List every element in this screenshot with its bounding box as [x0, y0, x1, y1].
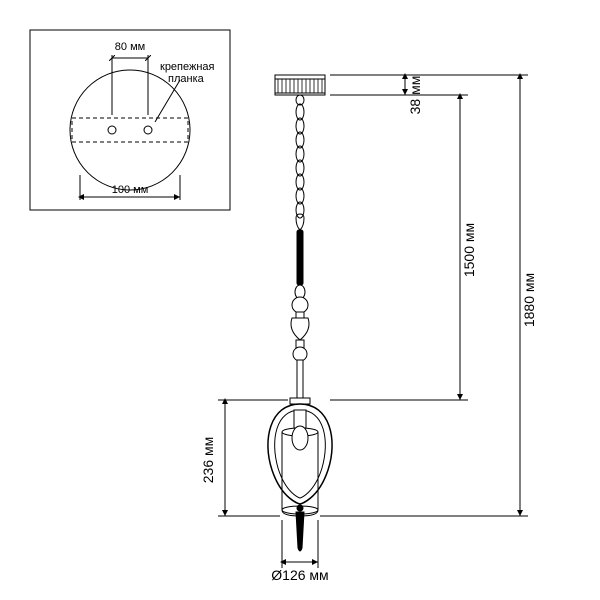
lamp-elevation [268, 75, 332, 551]
dim-chain-length: 1500 мм [330, 95, 477, 400]
technical-drawing: 80 мм крепежная планка 100 мм [0, 0, 600, 600]
canopy [275, 75, 325, 105]
svg-text:1880 мм: 1880 мм [521, 273, 537, 327]
chain [295, 104, 305, 299]
finial-top [291, 297, 309, 400]
inset-sub-label-1: крепежная [160, 61, 215, 73]
dim-total-height: 1880 мм [320, 75, 537, 516]
inset-diagram: 80 мм крепежная планка 100 мм [30, 30, 230, 210]
tassel [296, 505, 304, 551]
inset-sub-label-2: планка [168, 73, 205, 85]
inset-top-dim: 80 мм [115, 41, 145, 53]
inset-bottom-dim: 100 мм [112, 184, 149, 196]
svg-text:1500 мм: 1500 мм [461, 223, 477, 277]
svg-text:236 мм: 236 мм [200, 437, 216, 484]
svg-text:Ø126 мм: Ø126 мм [271, 567, 328, 583]
lamp-body [268, 398, 332, 516]
